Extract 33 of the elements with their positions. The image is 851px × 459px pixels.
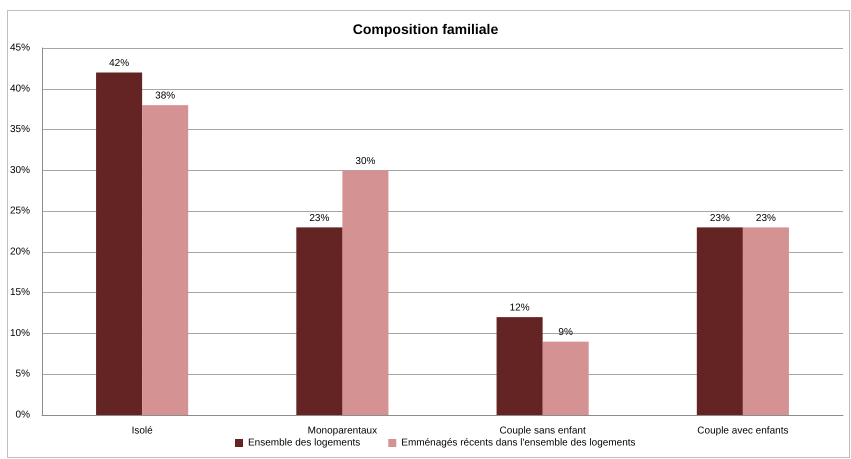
data-label: 38% [155, 90, 176, 102]
y-tick-label: 25% [10, 206, 30, 217]
data-label: 23% [710, 212, 730, 224]
y-tick-label: 20% [10, 246, 30, 258]
y-tick-label: 40% [10, 83, 30, 94]
data-label: 12% [510, 302, 530, 314]
y-tick-label: 30% [10, 164, 30, 176]
y-tick-label: 5% [16, 368, 30, 380]
y-tick-label: 10% [10, 328, 30, 339]
y-tick-label: 0% [16, 410, 30, 420]
bar [142, 105, 188, 415]
x-tick-label: Isolé [132, 426, 154, 436]
y-tick-label: 15% [10, 287, 30, 298]
data-label: 9% [558, 327, 573, 338]
y-tick-label: 45% [10, 42, 30, 54]
data-label: 30% [355, 156, 376, 167]
bar [342, 170, 388, 415]
bar [96, 72, 142, 415]
bar [742, 227, 789, 415]
chart-title: Composition familiale [352, 21, 498, 37]
bar [542, 342, 589, 415]
legend-label: Ensemble des logements [248, 438, 360, 448]
data-label: 23% [309, 212, 330, 224]
x-tick-label: Couple avec enfants [697, 426, 788, 436]
legend-label: Emménagés récents dans l'ensemble des logements [401, 438, 636, 448]
bar [696, 227, 743, 415]
bar [496, 317, 543, 415]
data-label: 42% [109, 58, 130, 69]
bar [296, 227, 342, 415]
data-label: 23% [756, 212, 776, 224]
y-tick-label: 35% [10, 124, 30, 136]
x-tick-label: Couple sans enfant [500, 426, 586, 436]
x-tick-label: Monoparentaux [308, 426, 378, 436]
